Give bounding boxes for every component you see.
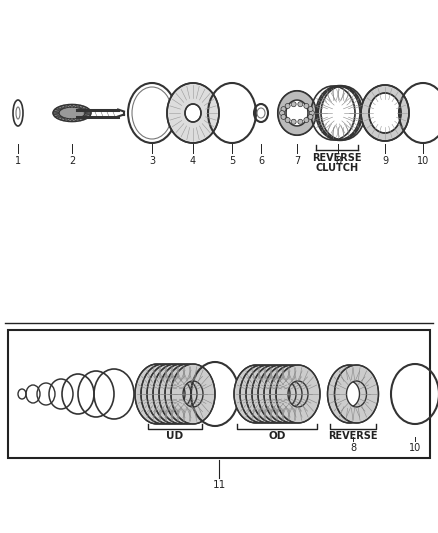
PathPatch shape [165, 364, 209, 424]
PathPatch shape [264, 365, 308, 423]
PathPatch shape [278, 91, 316, 135]
Text: 3: 3 [149, 156, 155, 166]
Circle shape [285, 103, 290, 108]
PathPatch shape [361, 85, 409, 141]
PathPatch shape [141, 364, 185, 424]
Circle shape [291, 102, 296, 107]
Text: 10: 10 [417, 156, 429, 166]
Circle shape [308, 107, 313, 111]
Polygon shape [53, 104, 91, 122]
Circle shape [298, 119, 303, 124]
Text: 1: 1 [15, 156, 21, 166]
PathPatch shape [159, 364, 203, 424]
Text: 11: 11 [212, 480, 226, 490]
Text: 8: 8 [335, 156, 341, 166]
Text: REVERSE: REVERSE [328, 431, 378, 441]
PathPatch shape [135, 364, 179, 424]
Text: 2: 2 [69, 156, 75, 166]
PathPatch shape [246, 365, 290, 423]
Text: 8: 8 [350, 443, 356, 453]
PathPatch shape [328, 365, 371, 423]
Bar [8, 330, 430, 458]
Circle shape [310, 110, 314, 116]
PathPatch shape [167, 83, 219, 143]
Circle shape [308, 115, 313, 119]
PathPatch shape [276, 365, 320, 423]
Text: REVERSE: REVERSE [312, 153, 362, 163]
PathPatch shape [147, 364, 191, 424]
Circle shape [291, 119, 296, 124]
Text: 4: 4 [190, 156, 196, 166]
Text: UD: UD [166, 431, 184, 441]
Circle shape [298, 102, 303, 107]
Text: CLUTCH: CLUTCH [315, 163, 359, 173]
Text: 9: 9 [382, 156, 388, 166]
PathPatch shape [258, 365, 302, 423]
Circle shape [304, 103, 309, 108]
PathPatch shape [270, 365, 314, 423]
Circle shape [281, 115, 286, 119]
PathPatch shape [240, 365, 284, 423]
Circle shape [279, 110, 285, 116]
Text: OD: OD [268, 431, 286, 441]
PathPatch shape [252, 365, 296, 423]
Text: 5: 5 [229, 156, 235, 166]
Circle shape [285, 118, 290, 123]
PathPatch shape [335, 365, 378, 423]
Text: 6: 6 [258, 156, 264, 166]
Circle shape [281, 107, 286, 111]
Text: 10: 10 [409, 443, 421, 453]
Text: 7: 7 [294, 156, 300, 166]
PathPatch shape [171, 364, 215, 424]
Circle shape [304, 118, 309, 123]
PathPatch shape [153, 364, 197, 424]
PathPatch shape [234, 365, 278, 423]
